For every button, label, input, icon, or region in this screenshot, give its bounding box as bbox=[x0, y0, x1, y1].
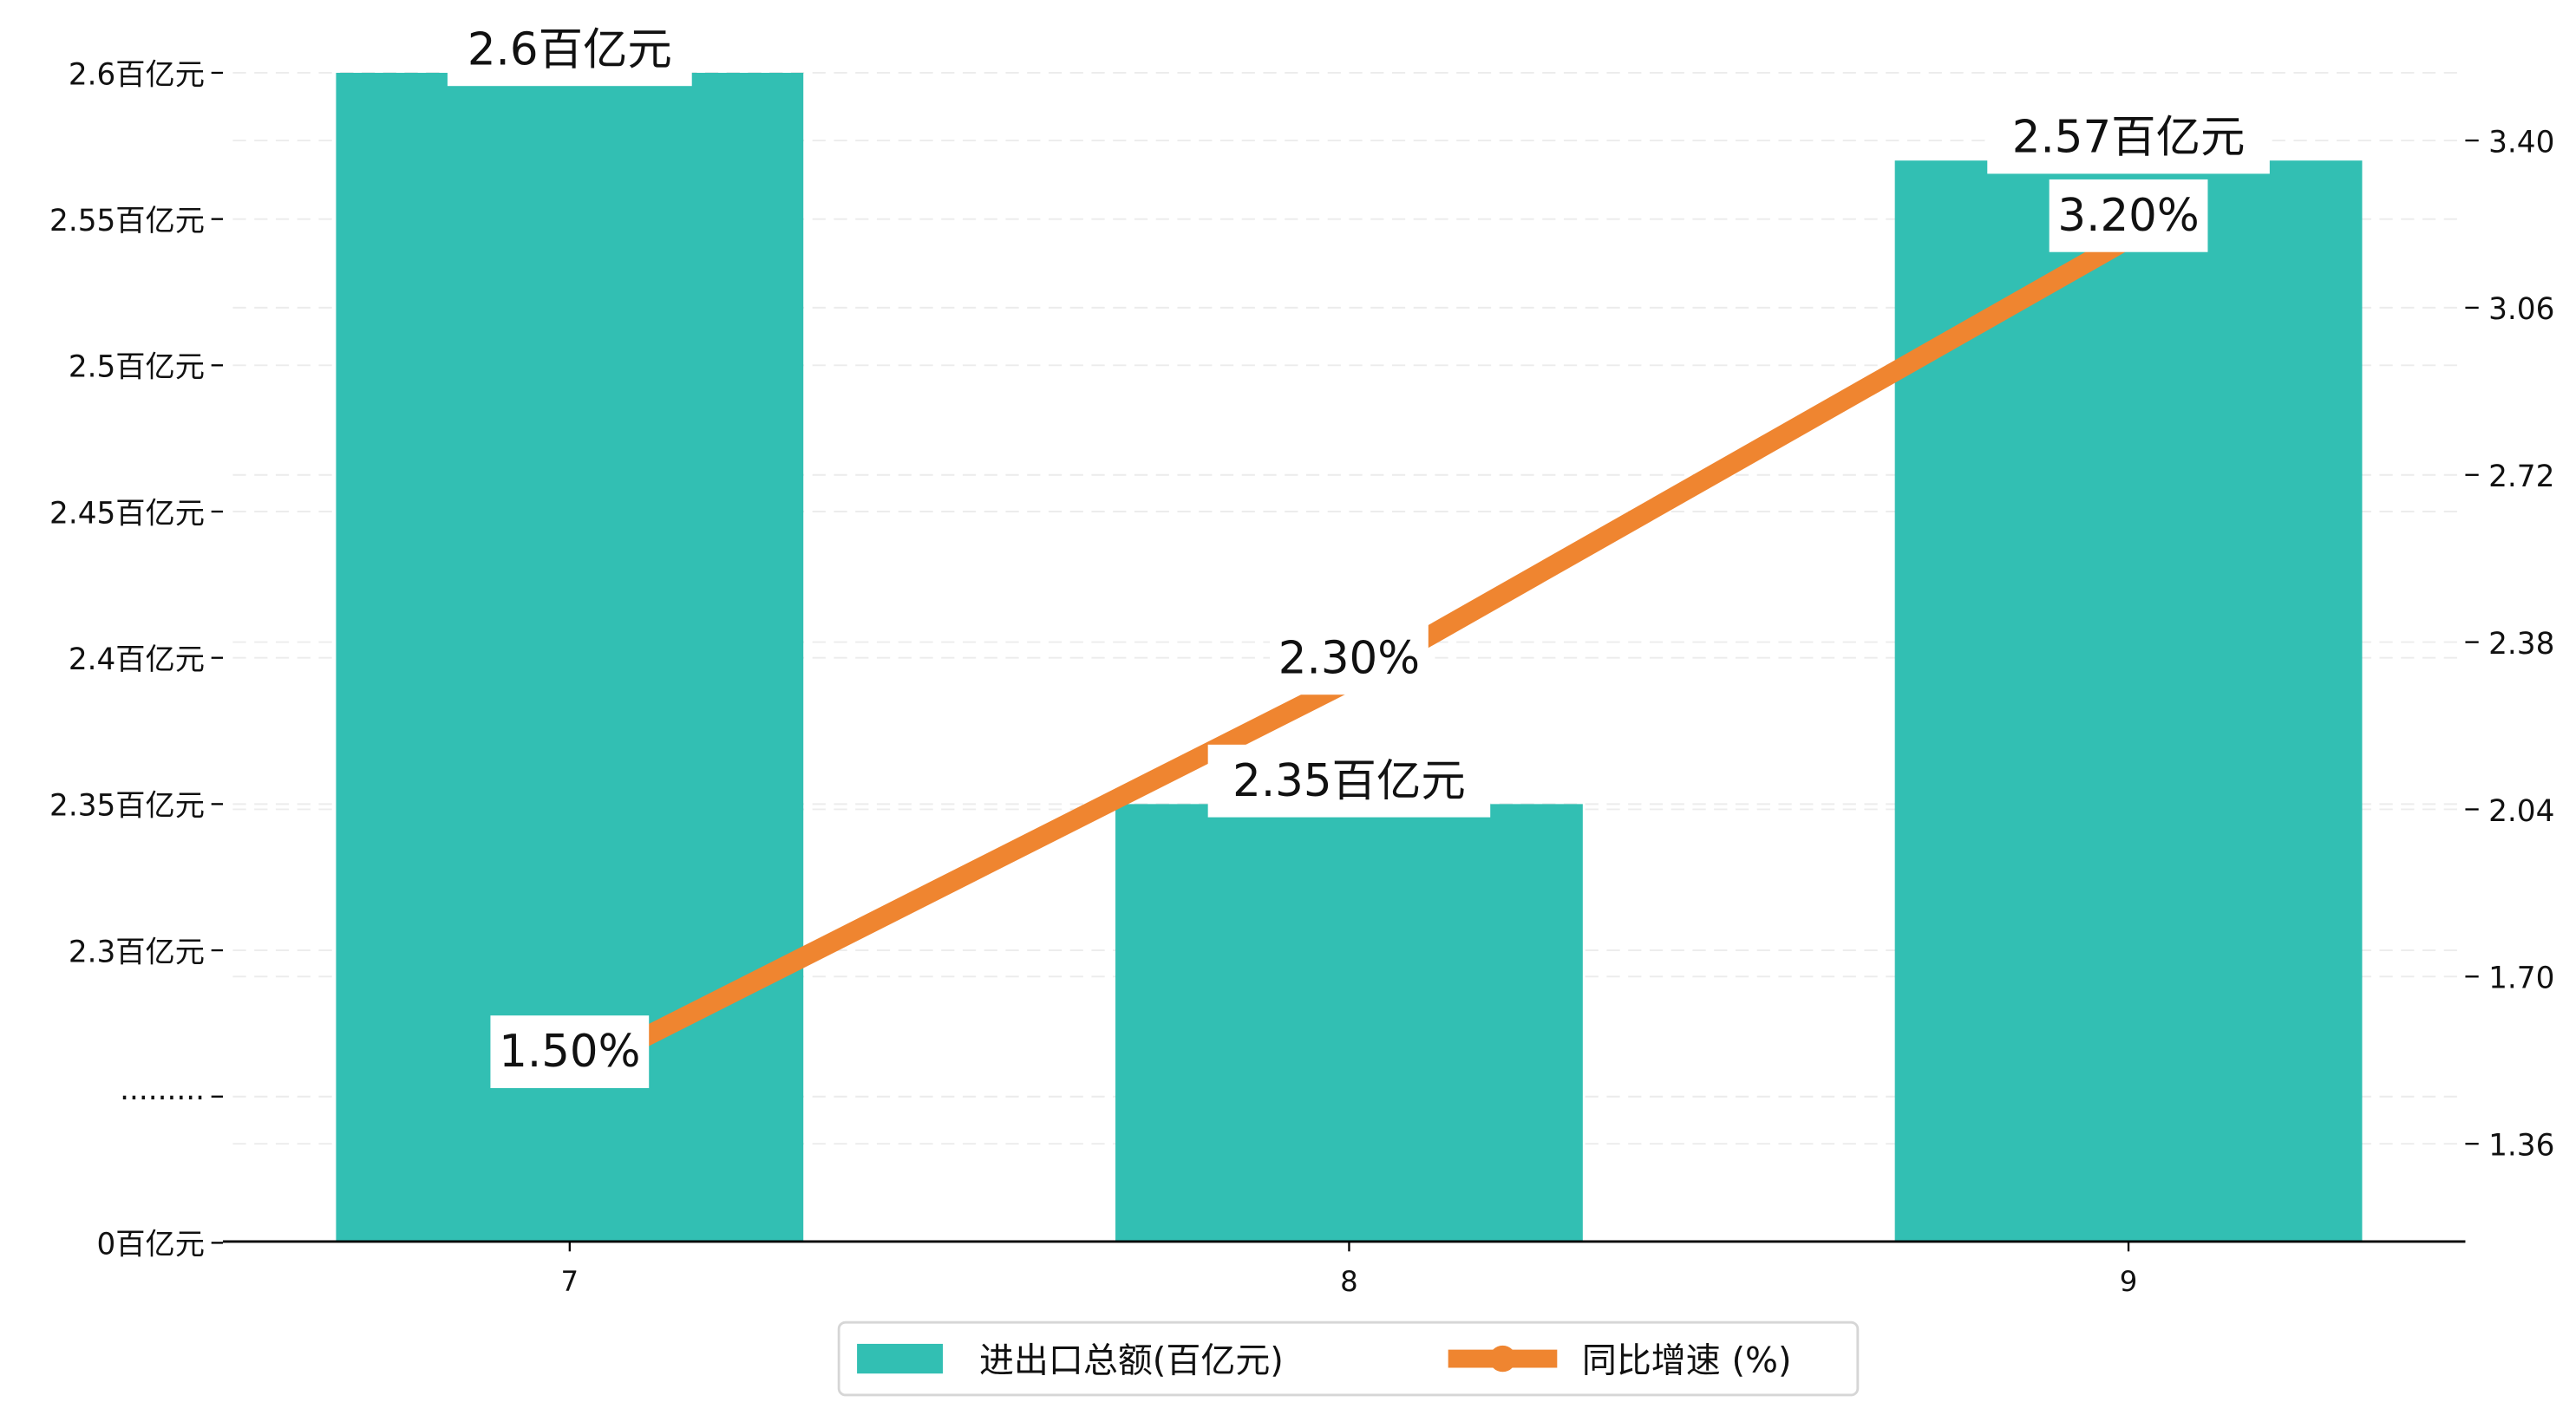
left-tick-label: 2.55百亿元 bbox=[49, 204, 205, 238]
bar-label-bg bbox=[1207, 744, 1491, 818]
bar-label: 2.6百亿元 bbox=[467, 23, 672, 75]
data-labels: 2.6百亿元 2.35百亿元 2.57百亿元 1.50% 2.30% 3.20% bbox=[447, 13, 2270, 1089]
growth-label-bg bbox=[2049, 179, 2208, 252]
legend-box bbox=[837, 1320, 1860, 1397]
legend-bar-label: 进出口总额(百亿元) bbox=[979, 1340, 1284, 1380]
bar-label-bg bbox=[1987, 101, 2270, 174]
right-tick-label: 2.04 bbox=[2488, 794, 2554, 829]
legend-bar-swatch bbox=[857, 1343, 944, 1374]
legend-line-marker bbox=[1489, 1345, 1516, 1373]
right-tick-label: 2.38 bbox=[2488, 627, 2554, 662]
growth-label: 3.20% bbox=[2057, 190, 2199, 242]
left-tick-label: ········· bbox=[120, 1081, 205, 1116]
legend: 进出口总额(百亿元) 同比增速 (%) bbox=[837, 1320, 1860, 1397]
right-tick-label: 3.06 bbox=[2488, 292, 2554, 327]
left-tick-label: 2.3百亿元 bbox=[69, 935, 205, 969]
left-tick-label: 2.45百亿元 bbox=[49, 496, 205, 531]
growth-label-bg bbox=[490, 1015, 650, 1089]
left-tick-label: 2.5百亿元 bbox=[69, 350, 205, 385]
bar-label: 2.35百亿元 bbox=[1232, 755, 1466, 807]
right-tick-label: 3.40 bbox=[2488, 125, 2554, 160]
left-tick-label: 2.35百亿元 bbox=[49, 789, 205, 824]
right-tick-label: 1.36 bbox=[2488, 1129, 2554, 1164]
x-tick-label: 8 bbox=[1340, 1265, 1358, 1298]
growth-label-bg bbox=[1270, 622, 1429, 695]
left-tick-label: 2.4百亿元 bbox=[69, 642, 205, 677]
bar-label-bg bbox=[447, 13, 692, 87]
bar-8 bbox=[1115, 804, 1583, 1242]
left-tick-label: 0百亿元 bbox=[97, 1228, 206, 1262]
bar-9 bbox=[1894, 160, 2363, 1242]
bars bbox=[336, 72, 2363, 1242]
growth-label: 2.30% bbox=[1278, 632, 1420, 684]
axes: 7 8 9 2.6百亿元 2.55百亿元 2.5百亿元 2.45百亿元 2.4百亿元 2.35百… bbox=[49, 57, 2554, 1298]
left-tick-label: 2.6百亿元 bbox=[69, 57, 205, 92]
right-tick-label: 1.70 bbox=[2488, 962, 2554, 996]
x-tick-label: 7 bbox=[561, 1265, 579, 1298]
x-tick-label: 9 bbox=[2120, 1265, 2138, 1298]
bar-label: 2.57百亿元 bbox=[2012, 112, 2246, 164]
growth-label: 1.50% bbox=[499, 1026, 640, 1078]
legend-line-label: 同比增速 (%) bbox=[1582, 1340, 1792, 1380]
right-tick-label: 2.72 bbox=[2488, 460, 2554, 494]
